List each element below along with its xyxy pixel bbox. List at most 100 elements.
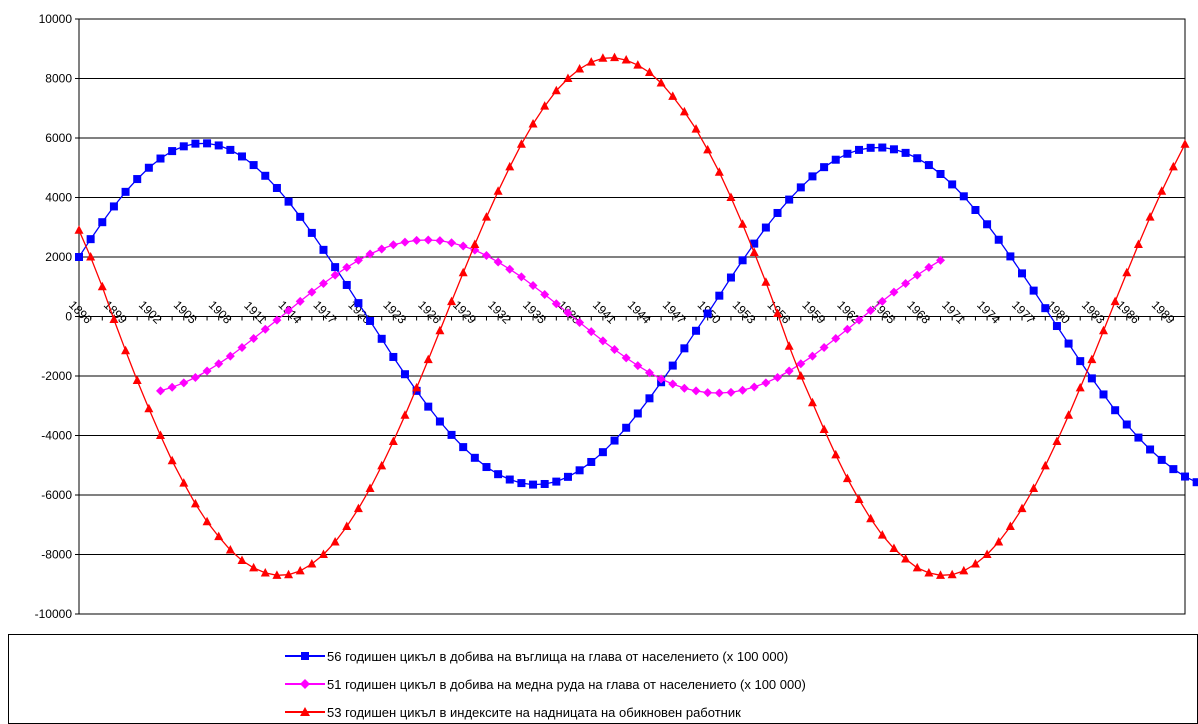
data-point <box>727 274 735 282</box>
data-point <box>983 220 991 228</box>
data-point <box>1169 465 1177 473</box>
legend-swatch-square-icon <box>285 649 325 663</box>
data-point <box>587 458 595 466</box>
data-point <box>424 403 432 411</box>
data-point <box>389 353 397 361</box>
data-point <box>564 473 572 481</box>
data-point <box>319 246 327 254</box>
data-point <box>250 161 258 169</box>
data-point <box>948 180 956 188</box>
data-point <box>1158 456 1166 464</box>
data-point <box>669 362 677 370</box>
data-point <box>715 292 723 300</box>
data-point <box>471 454 479 462</box>
data-point <box>156 155 164 163</box>
data-point <box>680 344 688 352</box>
legend-item-wages: 53 годишен цикъл в индексите на надницат… <box>285 704 741 720</box>
data-point <box>203 139 211 147</box>
data-point <box>971 206 979 214</box>
data-point <box>622 424 630 432</box>
data-point <box>1030 287 1038 295</box>
data-point <box>308 229 316 237</box>
data-point <box>343 281 351 289</box>
data-point <box>1041 304 1049 312</box>
data-point <box>261 172 269 180</box>
data-point <box>238 152 246 160</box>
data-point <box>739 256 747 264</box>
data-point <box>762 224 770 232</box>
data-point <box>285 198 293 206</box>
data-point <box>366 317 374 325</box>
data-point <box>448 431 456 439</box>
data-point <box>704 310 712 318</box>
y-tick-label: -2000 <box>41 369 72 383</box>
data-point <box>820 163 828 171</box>
data-point <box>843 150 851 158</box>
data-point <box>832 156 840 164</box>
y-tick-label: -8000 <box>41 548 72 562</box>
legend-item-coal: 56 годишен цикъл в добива на въглища на … <box>285 648 788 664</box>
data-point <box>1006 252 1014 260</box>
data-point <box>1146 445 1154 453</box>
y-tick-label: -10000 <box>35 607 73 621</box>
data-point <box>1193 478 1198 486</box>
data-point <box>576 466 584 474</box>
legend-swatch-triangle-icon <box>285 705 325 719</box>
chart: 1000080006000400020000-2000-4000-6000-80… <box>0 0 1198 634</box>
data-point <box>995 236 1003 244</box>
data-point <box>75 253 83 261</box>
legend: 56 годишен цикъл в добива на въглища на … <box>8 634 1198 724</box>
data-point <box>774 209 782 217</box>
data-point <box>960 192 968 200</box>
data-point <box>1100 390 1108 398</box>
data-point <box>401 370 409 378</box>
y-tick-label: 6000 <box>45 131 72 145</box>
legend-item-copper: 51 годишен цикъл в добива на медна руда … <box>285 676 806 692</box>
data-point <box>506 476 514 484</box>
data-point <box>122 188 130 196</box>
data-point <box>1123 420 1131 428</box>
data-point <box>552 478 560 486</box>
data-point <box>529 481 537 489</box>
data-point <box>482 463 490 471</box>
data-point <box>808 172 816 180</box>
data-point <box>1181 473 1189 481</box>
data-point <box>937 170 945 178</box>
y-tick-label: 10000 <box>39 12 73 26</box>
y-axis: 1000080006000400020000-2000-4000-6000-80… <box>35 12 79 621</box>
data-point <box>878 144 886 152</box>
data-point <box>797 183 805 191</box>
legend-label-copper: 51 годишен цикъл в добива на медна руда … <box>327 677 806 692</box>
data-point <box>1111 406 1119 414</box>
data-point <box>180 142 188 150</box>
data-point <box>867 144 875 152</box>
data-point <box>1053 322 1061 330</box>
data-point <box>785 196 793 204</box>
y-tick-label: 4000 <box>45 191 72 205</box>
data-point <box>378 335 386 343</box>
data-point <box>296 213 304 221</box>
data-point <box>145 164 153 172</box>
data-point <box>331 263 339 271</box>
data-point <box>611 437 619 445</box>
data-point <box>1134 434 1142 442</box>
data-point <box>87 235 95 243</box>
data-point <box>1065 340 1073 348</box>
data-point <box>692 327 700 335</box>
data-point <box>902 149 910 157</box>
data-point <box>855 146 863 154</box>
data-point <box>110 202 118 210</box>
legend-swatch-diamond-icon <box>285 677 325 691</box>
data-point <box>191 140 199 148</box>
legend-label-coal: 56 годишен цикъл в добива на въглища на … <box>327 649 788 664</box>
y-tick-label: -4000 <box>41 429 72 443</box>
data-point <box>890 145 898 153</box>
legend-label-wages: 53 годишен цикъл в индексите на надницат… <box>327 705 741 720</box>
data-point <box>913 154 921 162</box>
y-tick-label: 2000 <box>45 250 72 264</box>
data-point <box>215 141 223 149</box>
data-point <box>645 394 653 402</box>
data-point <box>634 409 642 417</box>
data-point <box>1076 357 1084 365</box>
data-point <box>459 443 467 451</box>
